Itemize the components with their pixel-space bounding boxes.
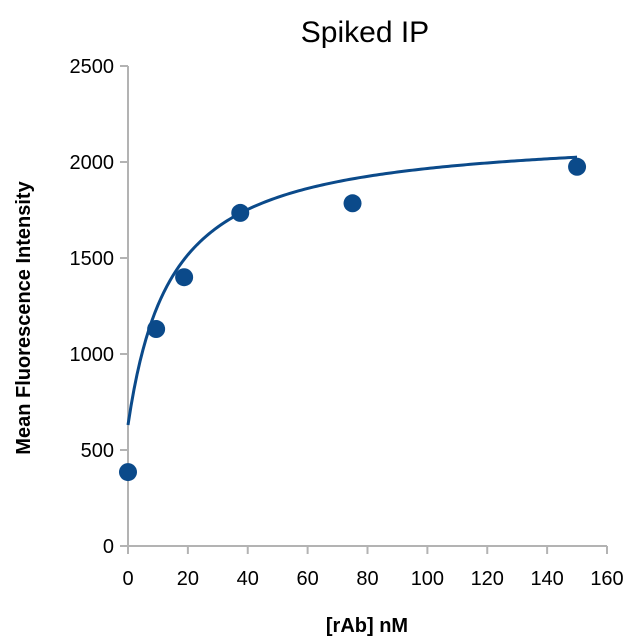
x-tick-label: 0 <box>122 568 133 590</box>
x-tick-label: 40 <box>237 568 259 590</box>
x-tick-label: 80 <box>356 568 378 590</box>
y-tick-label: 0 <box>103 536 114 558</box>
data-point <box>568 157 587 176</box>
y-tick-labels: 0 500 1000 1500 2000 2500 <box>70 56 115 558</box>
data-point <box>119 463 137 482</box>
y-axis-label: Mean Fluorescence Intensity <box>13 180 35 454</box>
y-tick-label: 500 <box>81 440 114 462</box>
data-point <box>343 194 362 213</box>
fit-curve <box>126 155 578 426</box>
x-tick-label: 160 <box>590 568 623 590</box>
chart-title: Spiked IP <box>301 16 429 49</box>
x-tick-label: 60 <box>297 568 319 590</box>
data-point <box>175 268 194 287</box>
axes <box>120 65 608 554</box>
x-tick-label: 120 <box>471 568 504 590</box>
y-tick-label: 2500 <box>70 56 115 78</box>
x-tick-label: 100 <box>411 568 444 590</box>
x-tick-label: 20 <box>177 568 199 590</box>
x-axis-label: [rAb] nM <box>326 615 408 637</box>
data-points <box>119 157 587 482</box>
y-tick-label: 2000 <box>70 152 115 174</box>
y-tick-label: 1000 <box>70 344 115 366</box>
y-tick-label: 1500 <box>70 248 115 270</box>
x-tick-labels: 0 20 40 60 80 100 120 140 160 <box>122 568 623 590</box>
data-point <box>231 203 250 222</box>
data-point <box>147 320 166 339</box>
x-tick-label: 140 <box>530 568 563 590</box>
